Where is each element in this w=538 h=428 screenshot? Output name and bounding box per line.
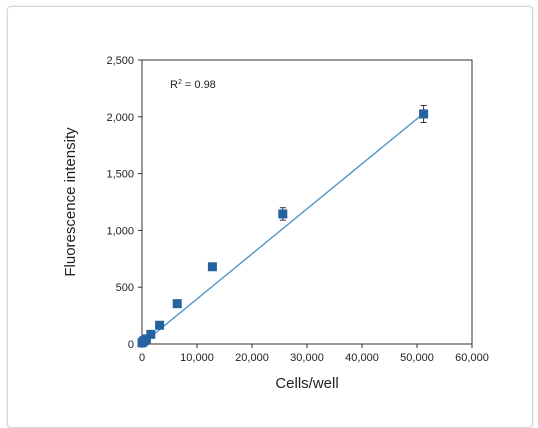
data-point <box>146 329 156 339</box>
x-tick-label: 30,000 <box>290 352 324 364</box>
x-axis-title: Cells/well <box>275 375 338 392</box>
data-point <box>207 262 217 272</box>
y-tick-label: 0 <box>128 339 134 351</box>
data-point <box>141 334 151 344</box>
plot-frame <box>141 59 473 345</box>
data-point <box>172 299 182 309</box>
y-tick-label: 1,000 <box>106 225 134 237</box>
scatter-chart: 0 500 1,000 1,500 2,000 2,500 0 10,000 20,000 30… <box>62 55 489 392</box>
x-tick-label: 0 <box>139 352 145 364</box>
y-tick-label: 500 <box>116 282 134 294</box>
chart-card <box>7 6 533 428</box>
x-tick-label: 10,000 <box>180 352 214 364</box>
trendline-group <box>141 112 425 345</box>
y-axis-ticks: 0 500 1,000 1,500 2,000 2,500 <box>106 55 142 351</box>
r-squared-superscript: 2 <box>178 79 182 86</box>
data-point <box>155 320 165 330</box>
x-axis-ticks: 0 10,000 20,000 30,000 40,000 50,000 60,000 <box>139 344 489 364</box>
r-squared-annotation: R2 = 0.98 <box>170 79 216 91</box>
y-axis-title: Fluorescence intensity <box>62 127 79 277</box>
y-tick-label: 2,500 <box>106 55 134 67</box>
x-tick-label: 40,000 <box>345 352 379 364</box>
x-tick-label: 20,000 <box>235 352 269 364</box>
x-tick-label: 50,000 <box>400 352 434 364</box>
data-point <box>419 109 429 119</box>
r-squared-prefix: R <box>170 79 178 91</box>
trendline <box>141 112 425 345</box>
data-points <box>137 109 429 348</box>
data-point <box>278 209 288 219</box>
y-tick-label: 1,500 <box>106 169 134 181</box>
y-tick-label: 2,000 <box>106 112 134 124</box>
x-tick-label: 60,000 <box>455 352 489 364</box>
r-squared-value: = 0.98 <box>182 79 216 91</box>
error-bars <box>279 104 427 221</box>
